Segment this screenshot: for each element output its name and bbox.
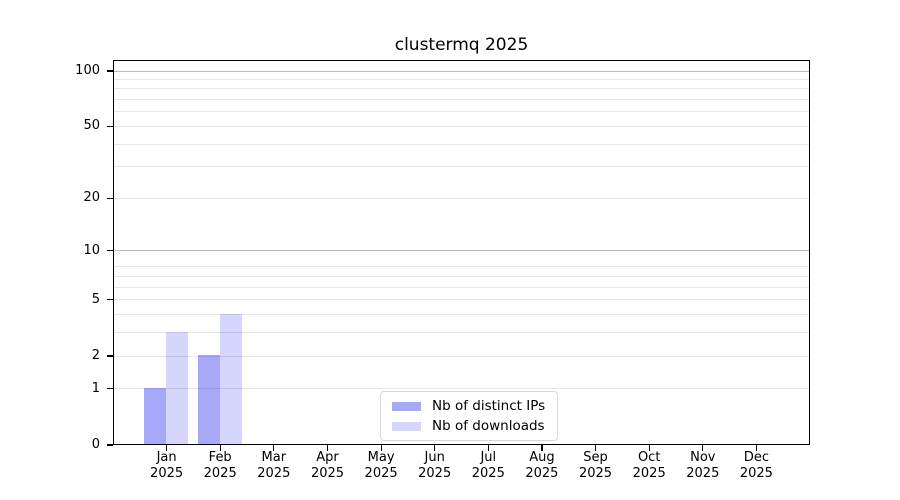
minor-gridline	[114, 88, 809, 90]
minor-gridline	[114, 166, 809, 168]
minor-gridline	[114, 286, 809, 288]
legend-label-downloads: Nb of downloads	[432, 418, 545, 434]
x-tick-mark	[755, 445, 758, 451]
y-tick-label: 100	[75, 63, 100, 78]
x-tick-label-jun: Jun 2025	[418, 450, 452, 481]
legend-swatch-downloads-icon	[392, 421, 421, 431]
minor-gridline	[114, 332, 809, 334]
y-tick-label: 10	[83, 242, 100, 258]
y-tick-mark	[106, 355, 113, 357]
y-tick-label: 1	[91, 380, 100, 396]
x-tick-mark	[541, 445, 543, 451]
y-tick-mark	[106, 197, 113, 199]
bar-nb-of-distinct-ips-jan	[144, 387, 167, 444]
x-tick-label-apr: Apr 2025	[310, 450, 345, 481]
x-tick-mark	[648, 445, 650, 451]
minor-gridline	[114, 125, 809, 127]
legend-swatch-distinct-ips-icon	[392, 401, 421, 411]
x-tick-mark	[219, 445, 221, 451]
minor-gridline	[114, 143, 809, 145]
y-tick-label: 20	[83, 190, 100, 206]
x-tick-label-nov: Nov 2025	[686, 450, 720, 481]
chart-title: clustermq 2025	[394, 35, 529, 55]
minor-gridline	[114, 388, 809, 390]
x-tick-label-sep: Sep 2025	[578, 450, 613, 481]
minor-gridline	[114, 266, 809, 268]
x-tick-mark	[273, 445, 275, 451]
y-tick-label: 0	[91, 437, 100, 452]
x-tick-mark	[166, 445, 168, 451]
legend: Nb of distinct IPs Nb of downloads	[380, 391, 559, 441]
y-tick-mark	[106, 125, 113, 128]
bar-nb-of-downloads-feb	[219, 313, 242, 444]
y-tick-mark	[106, 70, 113, 72]
x-tick-mark	[326, 445, 329, 451]
bar-nb-of-distinct-ips-feb	[197, 355, 220, 444]
x-tick-label-dec: Dec 2025	[739, 450, 773, 481]
minor-gridline	[114, 99, 809, 101]
x-tick-mark	[594, 445, 597, 451]
minor-gridline	[114, 111, 809, 113]
minor-gridline	[114, 299, 809, 301]
legend-item-downloads: Nb of downloads	[392, 418, 545, 434]
y-tick-mark	[106, 299, 113, 301]
y-tick-mark	[106, 444, 113, 446]
y-tick-mark	[106, 388, 113, 390]
legend-label-distinct-ips: Nb of distinct IPs	[432, 398, 546, 414]
legend-item-distinct-ips: Nb of distinct IPs	[392, 398, 545, 414]
y-tick-label: 50	[83, 118, 100, 134]
y-tick-label: 2	[91, 348, 100, 363]
bar-nb-of-downloads-jan	[166, 331, 189, 444]
y-tick-mark	[106, 250, 113, 252]
x-tick-label-feb: Feb 2025	[203, 450, 237, 481]
x-tick-mark	[487, 445, 489, 451]
plot-area	[113, 60, 810, 445]
x-tick-mark	[434, 445, 436, 451]
minor-gridline	[114, 355, 809, 357]
x-tick-label-oct: Oct 2025	[632, 450, 666, 481]
x-tick-label-aug: Aug 2025	[525, 450, 559, 481]
y-tick-label: 5	[91, 291, 100, 307]
x-tick-mark	[380, 445, 382, 451]
x-tick-label-mar: Mar 2025	[257, 450, 291, 481]
major-gridline	[114, 250, 809, 252]
minor-gridline	[114, 197, 809, 199]
minor-gridline	[114, 78, 809, 80]
major-gridline	[114, 70, 809, 72]
minor-gridline	[114, 314, 809, 316]
x-tick-label-jul: Jul 2025	[471, 450, 505, 481]
x-tick-mark	[702, 445, 704, 451]
minor-gridline	[114, 276, 809, 277]
x-tick-label-may: May 2025	[364, 450, 398, 481]
x-tick-label-jan: Jan 2025	[150, 450, 184, 481]
